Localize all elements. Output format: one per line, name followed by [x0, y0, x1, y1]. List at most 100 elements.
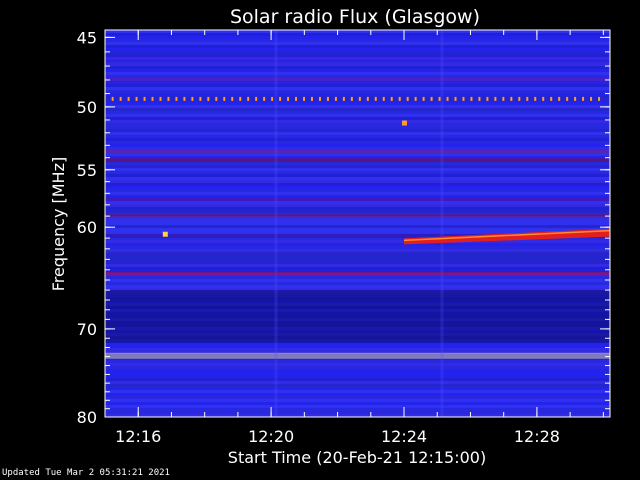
interference-dot [167, 96, 170, 101]
y-tick-label: 70 [77, 320, 97, 339]
texture-stripe [105, 210, 610, 213]
texture-stripe [105, 369, 610, 372]
texture-stripe [105, 162, 610, 165]
texture-stripe [105, 150, 610, 153]
interference-dot [542, 96, 545, 101]
texture-stripe [105, 282, 610, 285]
interference-dot [438, 96, 441, 101]
texture-stripe [105, 402, 610, 405]
dark-band-region [105, 290, 610, 343]
texture-stripe [105, 279, 610, 282]
texture-stripe [105, 63, 610, 66]
texture-stripe [105, 132, 610, 135]
texture-stripe [105, 213, 610, 216]
y-axis: 45 50 55 60 70 80 [77, 28, 610, 427]
texture-stripe [105, 156, 610, 159]
spectrogram-texture [105, 30, 610, 417]
interference-dot [550, 96, 553, 101]
interference-dot [175, 96, 178, 101]
texture-stripe [105, 69, 610, 72]
texture-stripe [105, 201, 610, 204]
interference-dot [223, 96, 226, 101]
texture-stripe [105, 198, 610, 201]
x-tick-label: 12:28 [514, 427, 560, 446]
interference-dot [127, 96, 130, 101]
texture-stripe [105, 363, 610, 366]
interference-dot [119, 96, 122, 101]
dotted-interference-line [111, 96, 601, 101]
interference-dot [502, 96, 505, 101]
texture-stripe [105, 234, 610, 237]
x-tick-label: 12:16 [115, 427, 161, 446]
interference-dot [430, 96, 433, 101]
texture-stripe [105, 81, 610, 84]
interference-dot [111, 96, 114, 101]
texture-stripe [105, 222, 610, 225]
texture-stripe [105, 408, 610, 411]
texture-stripe [105, 45, 610, 48]
texture-stripe [105, 114, 610, 117]
texture-stripe [105, 204, 610, 207]
x-tick-label: 12:20 [248, 427, 294, 446]
texture-stripe [105, 414, 610, 417]
texture-stripe [105, 30, 610, 33]
interference-dot [534, 96, 537, 101]
texture-stripe [105, 288, 610, 291]
vertical-streak [274, 30, 278, 417]
texture-stripe [105, 96, 610, 99]
texture-stripe [105, 186, 610, 189]
texture-stripe [105, 255, 610, 258]
interference-dot [303, 96, 306, 101]
texture-stripe [105, 357, 610, 360]
texture-stripe [105, 60, 610, 63]
texture-stripe [105, 33, 610, 36]
texture-stripe [105, 264, 610, 267]
texture-stripe [105, 411, 610, 414]
texture-stripe [105, 159, 610, 162]
y-tick-label: 45 [77, 28, 97, 47]
texture-stripe [105, 102, 610, 105]
texture-stripe [105, 180, 610, 183]
texture-stripe [105, 252, 610, 255]
texture-stripe [105, 345, 610, 348]
texture-stripe [105, 360, 610, 363]
interference-dot [143, 96, 146, 101]
interference-dot [263, 96, 266, 101]
y-tick-label: 55 [77, 161, 97, 180]
interference-dot [486, 96, 489, 101]
interference-dot [239, 96, 242, 101]
texture-stripe [105, 207, 610, 210]
texture-stripe [105, 261, 610, 264]
texture-stripe [105, 54, 610, 57]
texture-stripe [105, 108, 610, 111]
radio-burst [162, 231, 168, 237]
interference-dot [422, 96, 425, 101]
interference-dot [183, 96, 186, 101]
interference-dot [558, 96, 561, 101]
texture-stripe [105, 123, 610, 126]
texture-stripe [105, 174, 610, 177]
texture-stripe [105, 381, 610, 384]
texture-stripe [105, 135, 610, 138]
interference-dot [358, 96, 361, 101]
y-tick-label: 80 [77, 408, 97, 427]
interference-dot [518, 96, 521, 101]
texture-stripe [105, 216, 610, 219]
interference-dot [446, 96, 449, 101]
texture-stripe [105, 189, 610, 192]
radio-events [111, 96, 611, 245]
interference-dot [574, 96, 577, 101]
interference-dot [199, 96, 202, 101]
texture-stripe [105, 165, 610, 168]
texture-stripe [105, 351, 610, 354]
texture-stripe [105, 231, 610, 234]
texture-stripe [105, 144, 610, 147]
interference-dot [159, 96, 162, 101]
texture-stripe [105, 153, 610, 156]
texture-stripe [105, 273, 610, 276]
plot-area [104, 29, 611, 418]
texture-stripe [105, 111, 610, 114]
interference-dot [207, 96, 210, 101]
texture-stripe [105, 384, 610, 387]
